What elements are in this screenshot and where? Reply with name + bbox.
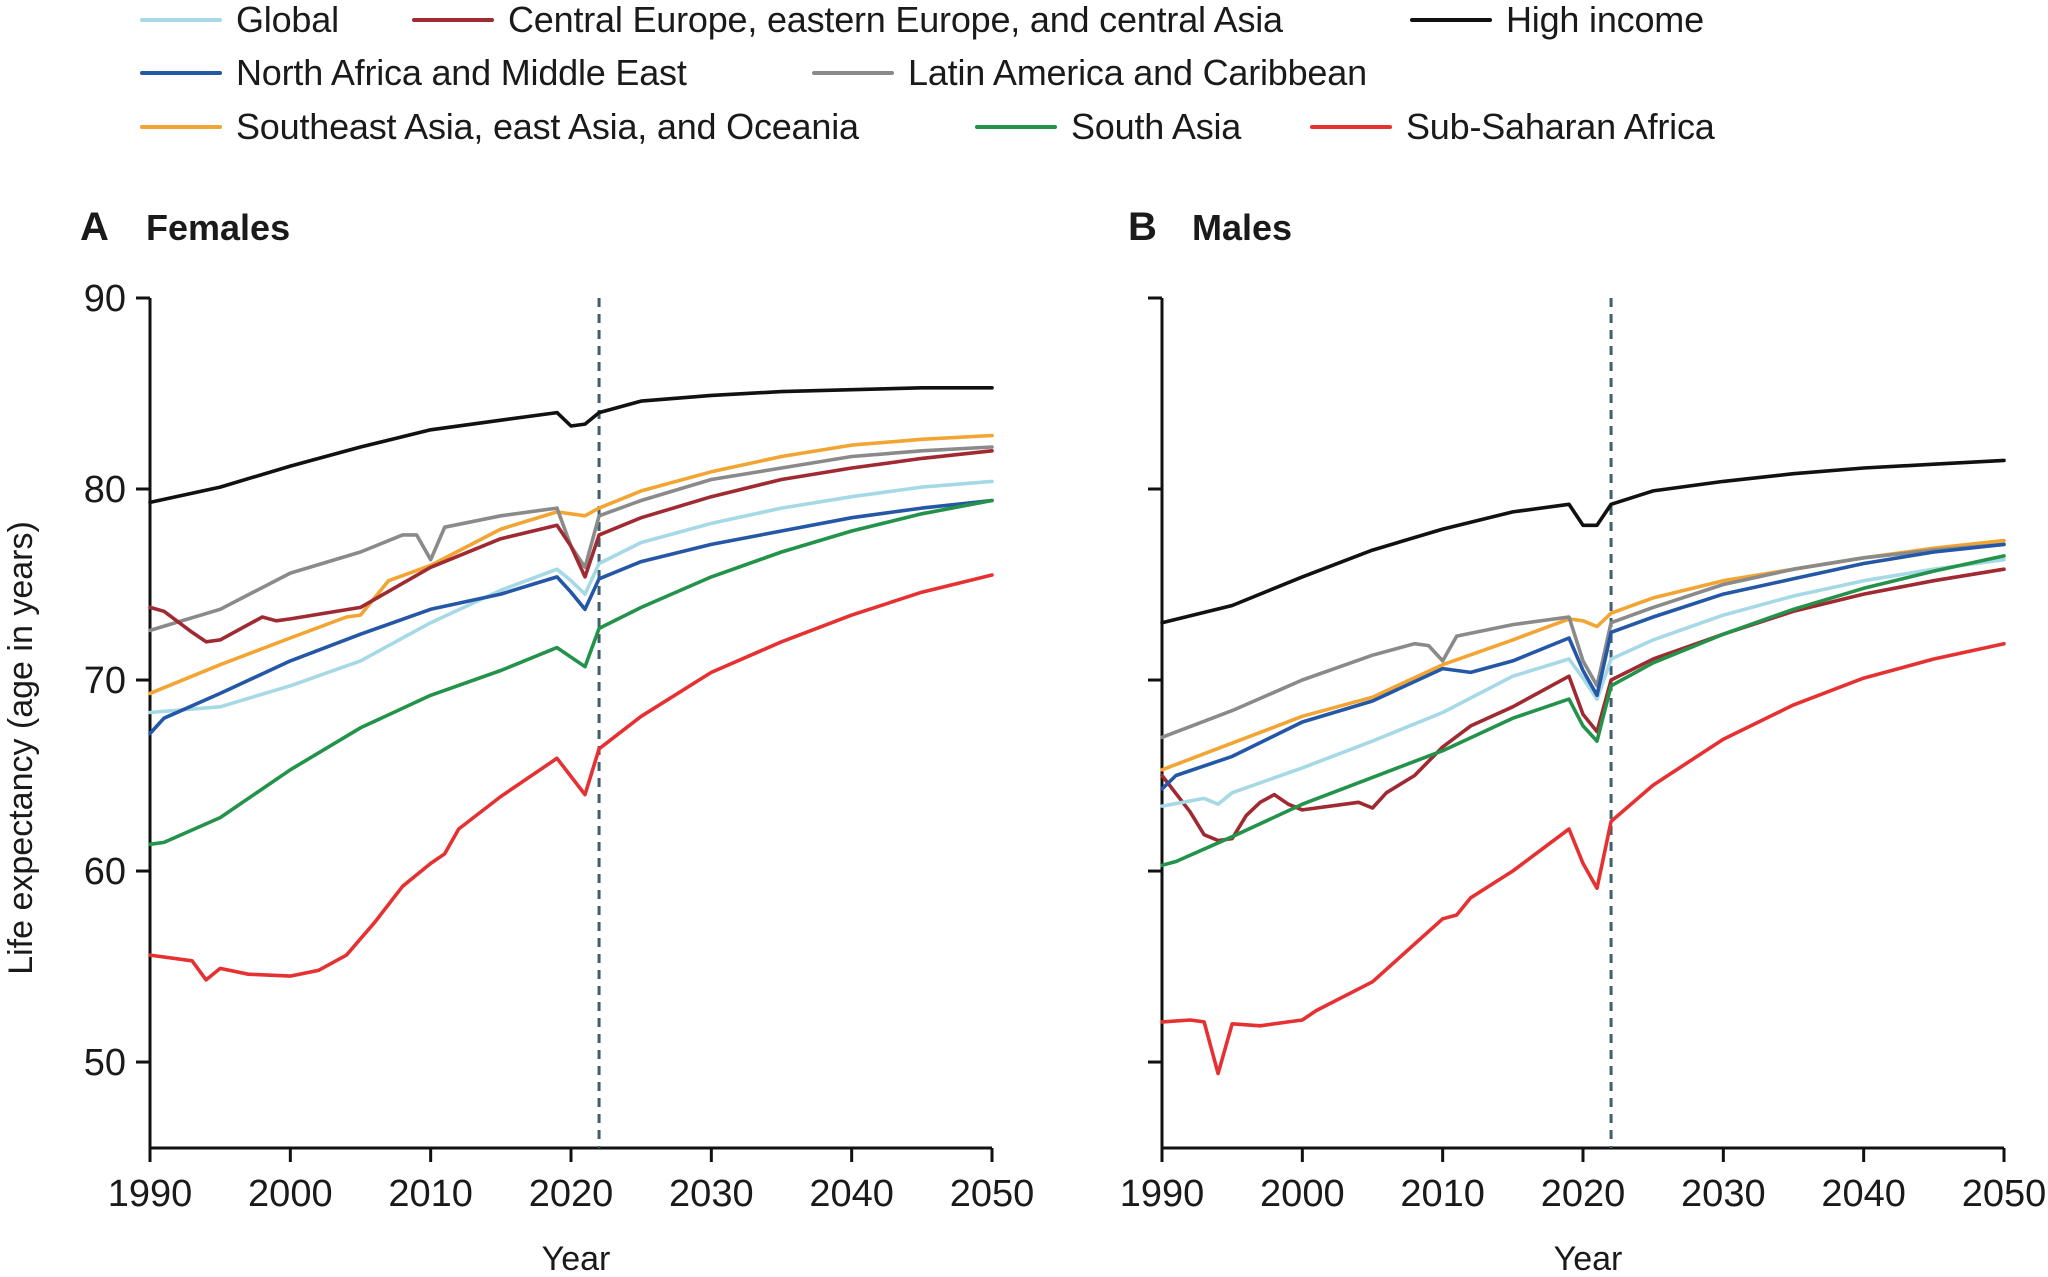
legend-swatch-nafme <box>140 71 222 75</box>
x-tick-label: 2010 <box>1400 1173 1485 1215</box>
legend-label-sasia: South Asia <box>1071 106 1242 147</box>
series-line-nafme <box>1160 542 2006 791</box>
x-tick-label: 2030 <box>1681 1173 1766 1215</box>
x-tick-label: 2050 <box>950 1173 1035 1215</box>
series-line-global <box>1160 557 2006 808</box>
series-line-sasia <box>148 498 994 847</box>
panel-title: Males <box>1192 207 1292 248</box>
x-tick-label: 2050 <box>1962 1173 2047 1215</box>
x-tick-label: 1990 <box>1120 1173 1205 1215</box>
legend-item-ssa[interactable]: Sub-Saharan Africa <box>1310 106 1715 147</box>
series-line-ceeca <box>148 449 994 644</box>
panel-title: Females <box>146 207 290 248</box>
legend-item-lac[interactable]: Latin America and Caribbean <box>812 52 1367 93</box>
legend-label-ceeca: Central Europe, eastern Europe, and cent… <box>508 0 1283 40</box>
x-tick-label: 2010 <box>388 1173 473 1215</box>
panel-letter: B <box>1128 205 1157 249</box>
x-tick-label: 2030 <box>669 1173 754 1215</box>
legend-item-sasia[interactable]: South Asia <box>975 106 1242 147</box>
panel-letter: A <box>80 205 109 249</box>
legend-swatch-seao <box>140 125 222 129</box>
legend-swatch-ceeca <box>412 18 494 22</box>
legend-item-nafme[interactable]: North Africa and Middle East <box>140 52 687 93</box>
series-line-nafme <box>148 498 994 736</box>
x-tick-label: 2040 <box>1821 1173 1906 1215</box>
legend: Global Central Europe, eastern Europe, a… <box>0 0 2048 150</box>
y-tick-label: 90 <box>84 278 126 320</box>
x-tick-label: 1990 <box>108 1173 193 1215</box>
legend-swatch-high <box>1410 18 1492 22</box>
legend-label-lac: Latin America and Caribbean <box>908 52 1367 93</box>
legend-label-seao: Southeast Asia, east Asia, and Oceania <box>236 106 859 147</box>
series-line-sasia <box>1160 554 2006 868</box>
series-line-lac <box>148 445 994 633</box>
panel-females: A Females 50 60 70 80 90 1990 2000 2010 2020 2030 20… <box>80 205 1034 1277</box>
legend-item-ceeca[interactable]: Central Europe, eastern Europe, and cent… <box>412 0 1283 40</box>
legend-swatch-global <box>140 18 222 22</box>
series-line-ceeca <box>1160 567 2006 843</box>
series-line-global <box>148 479 994 715</box>
panel-males: B Males 1990 2000 2010 2020 2030 2040 2050 Year <box>1120 205 2047 1277</box>
series-line-ssa <box>1160 641 2006 1076</box>
legend-item-seao[interactable]: Southeast Asia, east Asia, and Oceania <box>140 106 859 147</box>
x-tick-label: 2020 <box>1541 1173 1626 1215</box>
legend-label-global: Global <box>236 0 339 40</box>
legend-label-nafme: North Africa and Middle East <box>236 52 687 93</box>
x-axis-title: Year <box>542 1240 611 1277</box>
y-axis-title: Life expectancy (age in years) <box>2 521 40 975</box>
legend-swatch-ssa <box>1310 125 1392 129</box>
legend-label-high: High income <box>1506 0 1704 40</box>
series-line-seao <box>148 433 994 696</box>
legend-label-ssa: Sub-Saharan Africa <box>1406 106 1715 147</box>
y-tick-label: 50 <box>84 1042 126 1084</box>
series-line-high <box>148 386 994 505</box>
x-tick-label: 2000 <box>248 1173 333 1215</box>
y-tick-label: 70 <box>84 660 126 702</box>
y-tick-label: 60 <box>84 851 126 893</box>
x-tick-label: 2000 <box>1260 1173 1345 1215</box>
series-line-high <box>1160 458 2006 625</box>
legend-swatch-lac <box>812 71 894 75</box>
x-axis-title: Year <box>1554 1240 1623 1277</box>
legend-item-global[interactable]: Global <box>140 0 339 40</box>
series-line-lac <box>1160 542 2006 740</box>
x-tick-label: 2020 <box>529 1173 614 1215</box>
x-tick-label: 2040 <box>809 1173 894 1215</box>
legend-item-high[interactable]: High income <box>1410 0 1704 40</box>
series-line-ssa <box>148 573 994 982</box>
legend-swatch-sasia <box>975 125 1057 129</box>
y-tick-label: 80 <box>84 469 126 511</box>
